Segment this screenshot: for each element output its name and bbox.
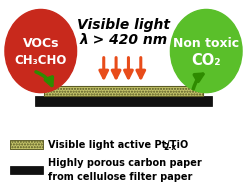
Bar — [10, 140, 43, 149]
Ellipse shape — [5, 9, 77, 93]
Bar — [44, 86, 203, 96]
Text: 2-x: 2-x — [163, 143, 176, 153]
Ellipse shape — [170, 9, 242, 93]
Bar — [10, 140, 43, 149]
Text: VOCs: VOCs — [22, 37, 59, 50]
Text: Highly porous carbon paper: Highly porous carbon paper — [48, 159, 202, 168]
Text: from cellulose filter paper: from cellulose filter paper — [48, 172, 193, 182]
Bar — [35, 96, 212, 106]
Text: λ > 420 nm: λ > 420 nm — [79, 33, 168, 47]
Text: Non toxic: Non toxic — [173, 37, 239, 50]
Text: CO₂: CO₂ — [191, 53, 221, 68]
Text: Visible light active Pt/TiO: Visible light active Pt/TiO — [48, 140, 188, 149]
Bar — [44, 86, 203, 96]
Text: CH₃CHO: CH₃CHO — [15, 54, 67, 67]
Text: Visible light: Visible light — [77, 18, 170, 32]
Bar — [10, 166, 43, 174]
